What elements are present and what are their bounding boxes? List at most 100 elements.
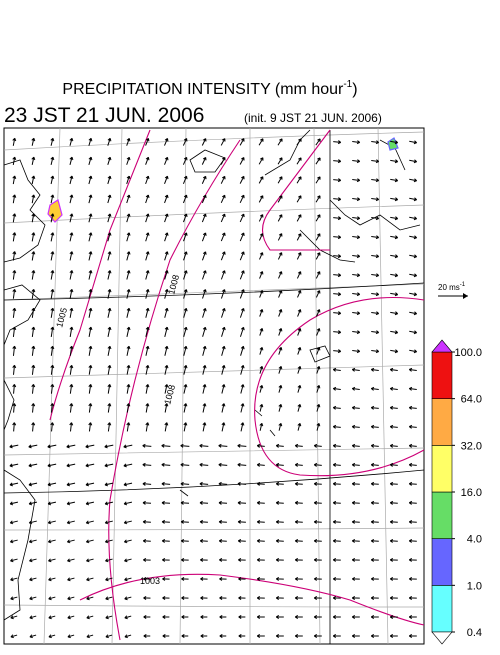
wind-vector xyxy=(294,634,303,638)
wind-vector xyxy=(277,195,283,203)
wind-vector xyxy=(256,634,265,638)
wind-vector xyxy=(67,634,75,639)
wind-vector xyxy=(145,384,150,394)
wind-vector xyxy=(389,576,398,581)
wind-vector xyxy=(297,309,302,317)
wind-vector xyxy=(86,634,94,639)
wind-vector xyxy=(408,576,417,581)
wind-vector xyxy=(390,349,399,354)
wind-vector xyxy=(259,309,264,317)
colorbar-segment xyxy=(431,491,453,539)
wind-vector xyxy=(29,596,37,601)
wind-vector xyxy=(199,500,209,505)
wind-vector xyxy=(256,462,265,467)
wind-vector xyxy=(352,159,361,164)
valid-time: 23 JST 21 JUN. 2006 xyxy=(4,104,204,127)
wind-vector xyxy=(126,194,131,204)
wind-vector xyxy=(67,577,75,582)
wind-vector xyxy=(12,232,17,242)
wind-vector xyxy=(126,403,131,413)
rain-area xyxy=(47,199,63,223)
wind-vector xyxy=(221,326,226,337)
wind-vector xyxy=(220,157,226,165)
wind-vector xyxy=(164,364,169,375)
wind-vector xyxy=(29,577,37,582)
wind-vector xyxy=(85,520,94,525)
wind-vector xyxy=(107,345,112,356)
wind-vector xyxy=(333,349,342,354)
wind-vector xyxy=(259,347,264,355)
wind-vector xyxy=(10,634,18,639)
title-suffix: ) xyxy=(352,81,357,98)
wind-vector xyxy=(107,326,112,337)
wind-vector xyxy=(123,444,133,449)
wind-vector xyxy=(180,443,190,448)
wind-vector xyxy=(390,216,399,221)
wind-vector xyxy=(200,557,208,562)
wind-vector xyxy=(390,254,399,259)
colorbar-label: 0.4 xyxy=(467,627,482,639)
wind-vector xyxy=(50,175,55,185)
wind-vector xyxy=(275,557,284,562)
wind-vector xyxy=(313,615,322,619)
wind-vector xyxy=(370,576,379,581)
wind-vector xyxy=(371,235,380,240)
wind-vector xyxy=(259,365,264,374)
wind-vector xyxy=(85,463,95,468)
wind-vector xyxy=(371,330,380,335)
wind-vector xyxy=(370,405,379,410)
wind-vector xyxy=(31,194,36,204)
wind-vector xyxy=(48,577,56,582)
wind-vector xyxy=(258,138,264,146)
wind-vector xyxy=(183,289,188,299)
wind-vector xyxy=(409,330,418,335)
wind-vector xyxy=(371,178,380,183)
wind-vector xyxy=(164,156,169,165)
wind-vector xyxy=(220,251,226,261)
wind-vector xyxy=(104,463,114,468)
wind-vector xyxy=(126,289,131,299)
wind-vector xyxy=(409,178,418,183)
contour xyxy=(108,139,241,641)
wind-vector xyxy=(31,326,36,338)
wind-vector xyxy=(145,175,150,185)
wind-vector xyxy=(294,462,303,467)
wind-vector xyxy=(143,634,151,638)
wind-vector xyxy=(221,307,226,318)
wind-vector xyxy=(86,558,94,563)
wind-vector xyxy=(219,615,227,619)
wind-vector xyxy=(124,634,132,639)
wind-vector xyxy=(316,422,321,431)
wind-vector xyxy=(221,384,226,394)
colorbar-segment xyxy=(431,445,453,493)
wind-vector xyxy=(256,615,265,619)
wind-vector xyxy=(316,385,321,393)
contour xyxy=(254,296,425,477)
wind-vector xyxy=(371,216,380,221)
wind-vector xyxy=(143,615,151,619)
wind-vector xyxy=(218,481,228,486)
wind-vector xyxy=(164,138,169,146)
wind-vector xyxy=(145,364,150,375)
wind-vector xyxy=(259,252,264,260)
wind-vector xyxy=(351,443,360,448)
wind-vector xyxy=(351,405,360,410)
wind-vector xyxy=(164,251,169,261)
wind-vector xyxy=(183,364,188,375)
wind-vector xyxy=(200,576,208,581)
wind-vector xyxy=(296,157,302,165)
wind-vector xyxy=(50,326,55,338)
wind-vector xyxy=(202,270,207,280)
wind-vector xyxy=(370,443,379,448)
wind-vector xyxy=(50,364,55,375)
wind-vector xyxy=(86,615,94,620)
wind-vector xyxy=(389,500,398,505)
wind-vector xyxy=(218,443,228,448)
wind-vector xyxy=(31,232,36,242)
wind-vector xyxy=(409,197,418,202)
wind-vector xyxy=(161,538,170,543)
wind-vector xyxy=(50,232,55,242)
wind-vector xyxy=(352,292,361,297)
wind-vector xyxy=(221,365,226,375)
wind-vector xyxy=(220,213,226,223)
